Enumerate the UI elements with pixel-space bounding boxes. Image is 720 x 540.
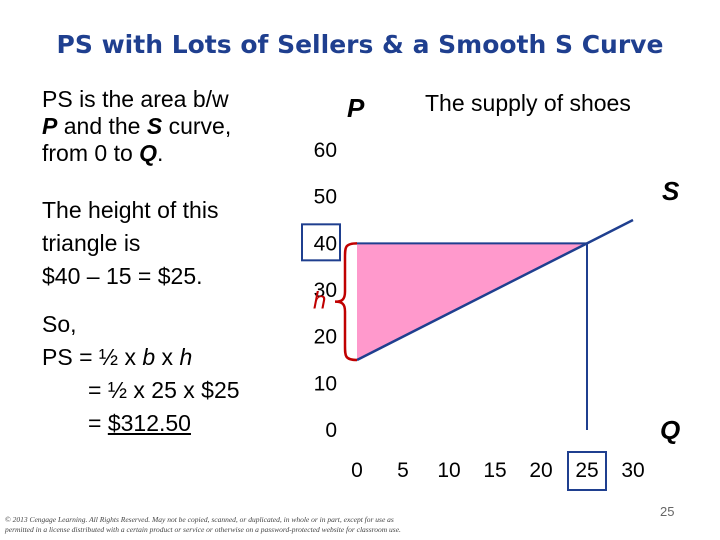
x-axis-label: Q [660, 415, 680, 445]
formula-h: h [179, 344, 193, 370]
x-tick-label: 30 [621, 459, 644, 482]
text-line-2-end: curve, [162, 113, 232, 139]
y-tick-label: 30 [314, 279, 337, 302]
page-number: 25 [660, 504, 675, 519]
text-line-3-end: . [157, 140, 164, 166]
text-line-3-a: from 0 to [42, 140, 140, 166]
height-brace [334, 242, 358, 362]
copyright-footer: © 2013 Cengage Learning. All Rights Rese… [5, 515, 401, 535]
q-symbol: Q [139, 140, 158, 166]
result-eq: = [88, 410, 108, 436]
y-tick-label: 40 [314, 232, 337, 255]
footer-line-2: permitted in a license distributed with … [5, 525, 401, 534]
x-tick-label: 10 [437, 459, 460, 482]
slide-title: PS with Lots of Sellers & a Smooth S Cur… [56, 30, 664, 59]
chart-title: The supply of shoes [425, 90, 631, 116]
y-tick-label: 50 [314, 186, 337, 209]
result-line: = $312.50 [88, 410, 191, 437]
so-line: So, [42, 311, 77, 337]
height-line-3: $40 – 15 = $25. [42, 263, 203, 289]
result-value: $312.50 [107, 410, 191, 436]
formula-c: x [155, 344, 180, 370]
price-tick-highlight [301, 223, 341, 262]
supply-curve-label: S [662, 176, 680, 206]
y-tick-label: 10 [314, 372, 337, 395]
supply-curve [356, 218, 634, 362]
text-line-2-mid: and the [57, 113, 147, 139]
text-line-2: P and the S curve, [42, 113, 231, 140]
y-tick-label: 60 [314, 139, 337, 162]
height-label: h [313, 288, 326, 315]
y-tick-label: 20 [314, 326, 337, 349]
y-tick-label: 0 [325, 419, 337, 442]
height-line-1: The height of this [42, 197, 219, 223]
text-line-3: from 0 to Q. [42, 140, 163, 167]
x-tick-label: 0 [351, 459, 363, 482]
x-tick-label: 15 [483, 459, 506, 482]
s-symbol: S [146, 113, 163, 139]
formula-b: b [142, 344, 156, 370]
x-tick-label: 20 [529, 459, 552, 482]
p-symbol: P [42, 113, 58, 139]
formula-line: PS = ½ x b x h [42, 344, 192, 371]
x-tick-label: 5 [397, 459, 409, 482]
text-line-1: PS is the area b/w [42, 86, 229, 112]
height-line-2: triangle is [42, 230, 141, 256]
quantity-tick-highlight [567, 451, 607, 491]
footer-line-1: © 2013 Cengage Learning. All Rights Rese… [5, 515, 394, 524]
x-tick-label: 25 [575, 459, 598, 482]
y-axis-label: P [347, 93, 365, 123]
calculation-line: = ½ x 25 x $25 [88, 377, 240, 403]
formula-a: PS = ½ x [42, 344, 143, 370]
